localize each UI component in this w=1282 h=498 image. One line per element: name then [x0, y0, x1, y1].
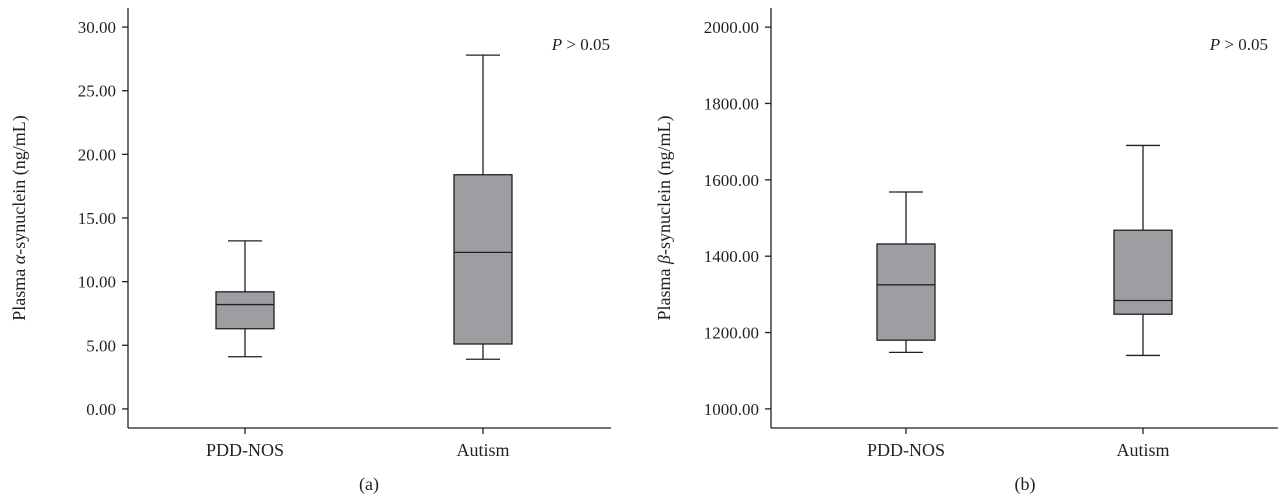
- y-axis-title: Plasma β-synuclein (ng/mL): [654, 116, 675, 321]
- box-pdd-nos: [876, 191, 936, 354]
- y-tick-label: 0.00: [86, 400, 116, 419]
- box-autism: [453, 54, 513, 360]
- p-value-annotation: P > 0.05: [551, 35, 610, 54]
- y-axis-title-prefix: Plasma: [9, 264, 29, 321]
- y-tick-label: 20.00: [78, 145, 116, 164]
- p-value-text: > 0.05: [1220, 35, 1268, 54]
- iqr-box: [215, 291, 275, 330]
- panel-a-alpha-synuclein: 0.00 5.00 10.00 15.00 20.00 25.00 30.00 PDD-NOS…: [9, 8, 611, 495]
- y-tick-label: 1000.00: [704, 400, 759, 419]
- x-category-label: Autism: [456, 440, 509, 460]
- y-tick-label: 30.00: [78, 18, 116, 37]
- y-tick-label: 5.00: [86, 336, 116, 355]
- box-autism: [1113, 144, 1173, 357]
- p-value-text: > 0.05: [562, 35, 610, 54]
- y-axis-title-prefix: Plasma: [654, 264, 674, 321]
- y-axis-title-suffix: -synuclein (ng/mL): [9, 115, 30, 254]
- y-tick-label: 1800.00: [704, 94, 759, 113]
- iqr-box: [1113, 229, 1173, 315]
- y-axis-title: Plasma α-synuclein (ng/mL): [9, 115, 30, 320]
- y-tick-label: 2000.00: [704, 18, 759, 37]
- y-axis-title-symbol: β: [654, 255, 674, 265]
- y-tick-label: 25.00: [78, 82, 116, 101]
- x-category-label: Autism: [1116, 440, 1169, 460]
- p-symbol: P: [551, 35, 562, 54]
- p-symbol: P: [1209, 35, 1220, 54]
- y-tick-label: 1600.00: [704, 171, 759, 190]
- panel-caption: (a): [359, 474, 379, 495]
- y-axis-title-suffix: -synuclein (ng/mL): [654, 116, 675, 255]
- panel-b-beta-synuclein: 1000.00 1200.00 1400.00 1600.00 1800.00 2000.…: [654, 8, 1278, 495]
- y-axis-title-symbol: α: [9, 254, 29, 264]
- box-pdd-nos: [215, 240, 275, 358]
- iqr-box: [876, 243, 936, 341]
- y-tick-label: 1200.00: [704, 324, 759, 343]
- x-category-label: PDD-NOS: [206, 440, 284, 460]
- panel-caption: (b): [1015, 474, 1036, 495]
- iqr-box: [453, 174, 513, 345]
- y-tick-label: 10.00: [78, 273, 116, 292]
- x-category-label: PDD-NOS: [867, 440, 945, 460]
- p-value-annotation: P > 0.05: [1209, 35, 1268, 54]
- y-tick-label: 15.00: [78, 209, 116, 228]
- y-tick-label: 1400.00: [704, 247, 759, 266]
